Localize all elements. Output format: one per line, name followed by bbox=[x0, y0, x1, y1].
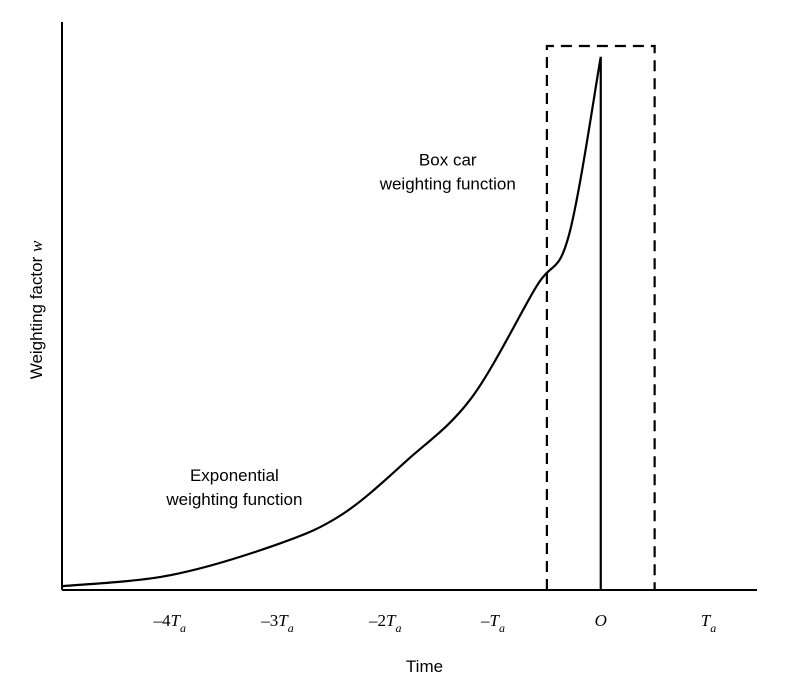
x-tick-prefix: –2 bbox=[368, 611, 386, 630]
x-tick-label: –Ta bbox=[480, 611, 505, 635]
x-tick-label: –3Ta bbox=[260, 611, 293, 635]
annotation-line: Exponential bbox=[190, 466, 279, 485]
x-tick-label: O bbox=[595, 611, 607, 630]
x-tick-symbol: T bbox=[701, 611, 712, 630]
x-tick-label: –4Ta bbox=[153, 611, 186, 635]
plot-area bbox=[61, 22, 757, 591]
axis-labels: Time Weighting factor w bbox=[27, 240, 443, 676]
x-tick-symbol: T bbox=[278, 611, 289, 630]
annotations: Exponential weighting function Box car weig… bbox=[165, 151, 515, 510]
annotation: Exponential weighting function bbox=[165, 466, 302, 509]
box-car-weighting-line bbox=[545, 44, 656, 590]
x-tick-prefix: –3 bbox=[260, 611, 278, 630]
x-tick-prefix: –4 bbox=[153, 611, 172, 630]
exponential-weighting-curve bbox=[61, 56, 602, 590]
annotation-line: Box car bbox=[419, 151, 477, 170]
x-tick-subscript: a bbox=[499, 621, 505, 635]
x-axis-label: Time bbox=[406, 657, 443, 676]
annotation-line: weighting function bbox=[165, 490, 302, 509]
x-tick-subscript: a bbox=[180, 621, 186, 635]
x-tick-subscript: a bbox=[395, 621, 401, 635]
x-tick-symbol: T bbox=[171, 611, 182, 630]
x-tick-subscript: a bbox=[288, 621, 294, 635]
annotation-line: weighting function bbox=[379, 175, 516, 194]
y-axis-label-variable: w bbox=[27, 240, 46, 252]
x-tick-labels: –4Ta –3Ta –2Ta –Ta O Ta bbox=[153, 611, 717, 635]
x-tick-prefix: – bbox=[480, 611, 490, 630]
x-tick-symbol: T bbox=[490, 611, 501, 630]
x-tick-symbol: O bbox=[595, 611, 607, 630]
annotation: Box car weighting function bbox=[379, 151, 516, 194]
x-tick-label: Ta bbox=[701, 611, 716, 635]
y-axis-label: Weighting factor w bbox=[27, 240, 46, 379]
x-tick-subscript: a bbox=[710, 621, 716, 635]
x-tick-label: –2Ta bbox=[368, 611, 401, 635]
x-tick-symbol: T bbox=[386, 611, 397, 630]
y-axis-label-text: Weighting factor bbox=[27, 256, 46, 379]
